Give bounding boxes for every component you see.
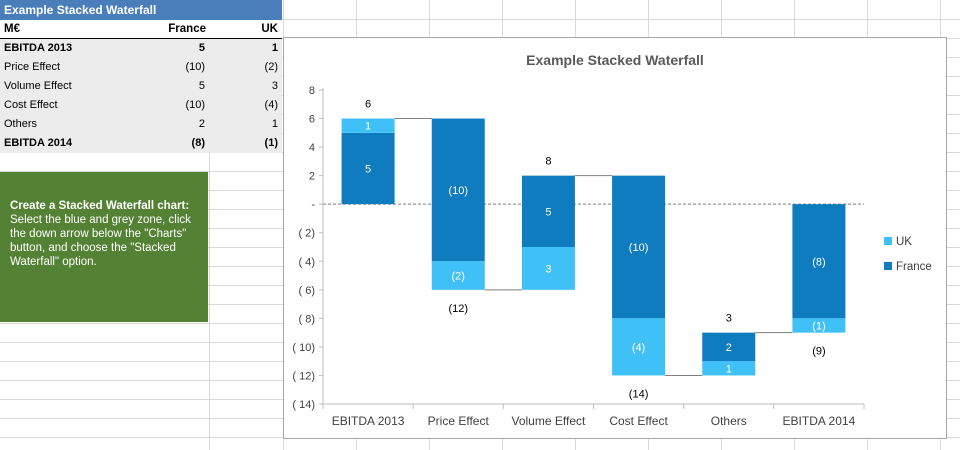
bar-segment-uk bbox=[612, 318, 666, 376]
legend-swatch-france bbox=[884, 262, 892, 270]
y-tick-label: ( 2) bbox=[299, 228, 316, 240]
y-tick-label: ( 6) bbox=[299, 285, 316, 297]
bar-total-label: 8 bbox=[545, 156, 551, 168]
legend-label-uk: UK bbox=[896, 236, 912, 248]
y-tick-label: ( 8) bbox=[299, 313, 316, 325]
row-uk-value: 1 bbox=[271, 42, 278, 54]
row-france-value: 2 bbox=[198, 118, 205, 130]
y-tick-label: ( 12) bbox=[292, 370, 315, 382]
bar-total-label: 3 bbox=[726, 313, 732, 325]
segment-label-uk: 3 bbox=[545, 263, 551, 275]
bar-segment-uk bbox=[521, 247, 575, 290]
category-label: EBITDA 2013 bbox=[332, 414, 405, 428]
segment-label-france: 5 bbox=[545, 206, 551, 218]
y-tick-label: 6 bbox=[309, 114, 315, 126]
y-tick-label: ( 4) bbox=[299, 256, 316, 268]
segment-label-france: (8) bbox=[812, 256, 825, 268]
row-label: EBITDA 2013 bbox=[4, 42, 73, 54]
bar-segment-uk bbox=[792, 318, 846, 333]
header-unit: M€ bbox=[4, 23, 20, 35]
bar-total-label: (12) bbox=[448, 303, 468, 315]
table-row: Volume Effect 5 3 bbox=[0, 77, 282, 96]
bar-segment-uk bbox=[341, 118, 395, 133]
bar-segment-france bbox=[612, 175, 666, 319]
segment-label-france: (10) bbox=[448, 185, 468, 197]
bar-segment-uk bbox=[702, 361, 756, 376]
y-tick-label: ( 14) bbox=[292, 399, 315, 411]
y-tick-label: 8 bbox=[309, 85, 315, 97]
segment-label-france: 5 bbox=[365, 164, 371, 176]
row-uk-value: (4) bbox=[264, 99, 278, 111]
row-uk-value: (2) bbox=[264, 61, 278, 73]
table-header-row: M€ France UK bbox=[0, 20, 282, 39]
row-uk-value: (1) bbox=[264, 137, 278, 149]
bar-total-label: (14) bbox=[629, 388, 649, 400]
header-france: France bbox=[168, 23, 206, 35]
bar-segment-france bbox=[702, 332, 756, 362]
category-label: EBITDA 2014 bbox=[783, 414, 856, 428]
row-france-value: 5 bbox=[198, 42, 205, 54]
instruction-box: Create a Stacked Waterfall chart: Select… bbox=[0, 172, 208, 322]
segment-label-uk: (2) bbox=[452, 271, 465, 283]
bar-total-label: 6 bbox=[365, 99, 371, 111]
bar-segment-france bbox=[431, 118, 485, 262]
y-tick-label: ( 10) bbox=[292, 342, 315, 354]
table-row: Cost Effect (10) (4) bbox=[0, 96, 282, 115]
category-label: Volume Effect bbox=[512, 414, 586, 428]
row-label: Others bbox=[4, 118, 38, 130]
table-row: EBITDA 2014 (8) (1) bbox=[0, 134, 282, 153]
chart-title: Example Stacked Waterfall bbox=[526, 52, 704, 68]
legend-label-france: France bbox=[896, 261, 932, 273]
row-label: Price Effect bbox=[4, 61, 61, 73]
row-france-value: (10) bbox=[185, 99, 205, 111]
row-uk-value: 1 bbox=[271, 118, 278, 130]
category-label: Cost Effect bbox=[609, 414, 668, 428]
segment-label-uk: 1 bbox=[726, 363, 732, 375]
instruction-title: Create a Stacked Waterfall chart: bbox=[10, 200, 190, 212]
segment-label-uk: 1 bbox=[365, 121, 371, 133]
chart-plot: Example Stacked Waterfall 8 6 4 2 - ( 2) ( 4) (… bbox=[292, 52, 932, 428]
table-row: Others 2 1 bbox=[0, 115, 282, 134]
table-row: Price Effect (10) (2) bbox=[0, 58, 282, 77]
table-row: EBITDA 2013 5 1 bbox=[0, 39, 282, 58]
bar-total-label: (9) bbox=[812, 346, 825, 358]
data-table: Example Stacked Waterfall M€ France UK E… bbox=[0, 0, 282, 153]
instruction-body: Select the blue and grey zone, click the… bbox=[10, 214, 191, 268]
row-label: Cost Effect bbox=[4, 99, 58, 111]
category-label: Others bbox=[711, 414, 747, 428]
segment-label-uk: (4) bbox=[632, 342, 645, 354]
row-france-value: (10) bbox=[185, 61, 205, 73]
category-label: Price Effect bbox=[428, 414, 490, 428]
segment-label-france: 2 bbox=[726, 342, 732, 354]
segment-label-uk: (1) bbox=[812, 321, 825, 333]
y-tick-label: - bbox=[311, 199, 315, 211]
bar-segment-france bbox=[341, 132, 395, 205]
row-france-value: 5 bbox=[198, 80, 205, 92]
y-tick-label: 2 bbox=[309, 171, 315, 183]
waterfall-chart[interactable]: Example Stacked Waterfall 8 6 4 2 - ( 2) ( 4) (… bbox=[283, 37, 947, 439]
bar-segment-france bbox=[521, 175, 575, 247]
row-uk-value: 3 bbox=[271, 80, 278, 92]
y-tick-label: 4 bbox=[309, 142, 315, 154]
legend-swatch-uk bbox=[884, 237, 892, 245]
bar-segment-uk bbox=[431, 261, 485, 290]
row-france-value: (8) bbox=[191, 137, 205, 149]
header-uk: UK bbox=[261, 23, 278, 35]
row-label: EBITDA 2014 bbox=[4, 137, 73, 149]
row-label: Volume Effect bbox=[4, 80, 72, 92]
segment-label-france: (10) bbox=[629, 242, 649, 254]
bar-segment-france bbox=[792, 204, 846, 319]
table-title: Example Stacked Waterfall bbox=[0, 0, 282, 20]
